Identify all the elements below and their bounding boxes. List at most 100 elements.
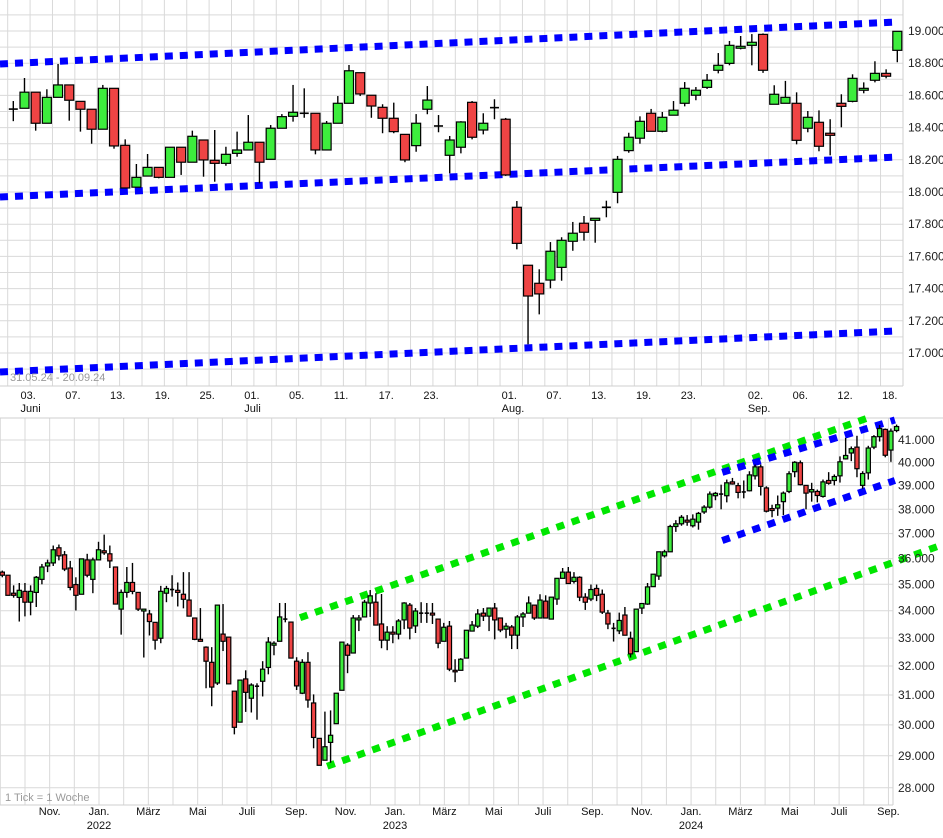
candle-body: [344, 644, 351, 656]
weekly-candle: [542, 595, 549, 619]
weekly-candle: [842, 437, 849, 460]
weekly-candle: [893, 424, 900, 433]
candle-body: [27, 590, 34, 603]
candle-body: [78, 558, 85, 595]
candle-body: [197, 638, 204, 642]
weekly-candle: [220, 604, 226, 652]
daily-candle: [813, 110, 825, 152]
candle-body: [582, 596, 588, 603]
daily-candle: [836, 94, 847, 128]
candle-body: [876, 427, 883, 438]
weekly-candle: [237, 679, 243, 723]
weekly-candle: [293, 657, 300, 690]
candle-body: [10, 592, 17, 596]
daily-candle: [657, 111, 668, 133]
weekly-candle: [209, 647, 215, 707]
weekly-candle: [746, 471, 753, 492]
weekly-candle: [650, 573, 656, 588]
weekly-candle: [769, 504, 775, 518]
candle-body: [209, 159, 220, 164]
weekly-candle: [616, 612, 622, 635]
weekly-candle: [469, 620, 475, 632]
weekly-candle: [84, 553, 90, 578]
weekly-candle: [463, 629, 470, 659]
candle-body: [466, 101, 478, 138]
candle-body: [497, 617, 504, 631]
daily-candle: [86, 108, 97, 144]
daily-candle: [434, 115, 444, 133]
x-axis-day-label: 18.: [882, 390, 897, 402]
weekly-candle: [503, 622, 509, 639]
x-axis-day-label: 01.: [244, 390, 259, 402]
y-axis-tick-label: 18.600: [908, 88, 943, 102]
daily-candle: [623, 132, 634, 153]
y-axis-tick-label: 39.000: [898, 479, 935, 493]
weekly-candle: [407, 602, 413, 640]
candle-body: [836, 102, 847, 107]
y-axis-tick-label: 17.800: [908, 217, 943, 231]
candle-body: [322, 746, 328, 761]
candle-body: [124, 581, 130, 594]
x-axis-month-label: Juli: [831, 806, 848, 818]
candle-body: [735, 485, 741, 494]
candle-body: [820, 481, 826, 498]
y-axis-tick-label: 18.400: [908, 121, 943, 135]
weekly-candle: [50, 545, 56, 566]
candle-body: [545, 250, 556, 281]
candle-body: [537, 599, 543, 619]
weekly-candle: [322, 711, 328, 761]
candle-body: [384, 631, 390, 641]
candle-body: [356, 617, 362, 621]
candle-body: [859, 472, 866, 486]
weekly-candle: [22, 582, 28, 617]
daily-candle: [757, 33, 769, 73]
candle-body: [888, 430, 894, 451]
candle-body: [478, 122, 489, 131]
weekly-candle: [248, 683, 255, 713]
y-axis-tick-label: 29.000: [898, 749, 935, 763]
candle-body: [176, 146, 187, 163]
candle-body: [33, 576, 39, 594]
candle-body: [503, 625, 509, 630]
weekly-candle: [163, 585, 170, 603]
weekly-candle: [175, 582, 181, 607]
weekly-candle: [435, 618, 441, 649]
weekly-candle: [554, 577, 560, 605]
y-axis-tick-label: 19.000: [908, 24, 943, 38]
candle-body: [797, 462, 804, 486]
candle-body: [153, 166, 164, 178]
candle-body: [729, 481, 736, 485]
trend-channel-line: [721, 416, 896, 476]
y-axis-tick-label: 18.000: [908, 185, 943, 199]
daily-candle: [769, 85, 780, 105]
candle-body: [808, 488, 815, 493]
candle-body: [164, 146, 176, 178]
candle-body: [724, 482, 730, 497]
weekly-candle: [548, 596, 555, 620]
daily-candle: [825, 119, 836, 156]
candle-body: [500, 118, 511, 176]
candle-body: [16, 589, 22, 599]
weekly-chart-panel: 28.000 29.000 30.000 31.000 32.000 33.000 34.0…: [0, 414, 943, 832]
weekly-candle: [639, 602, 645, 614]
weekly-candle: [118, 589, 124, 635]
daily-candle: [478, 113, 489, 135]
candle-body: [746, 41, 757, 46]
weekly-candle: [112, 566, 119, 605]
candle-body: [254, 141, 265, 163]
daily-candle: [869, 61, 881, 83]
x-axis-month-label: Mai: [485, 806, 503, 818]
candle-body: [90, 559, 96, 580]
candle-body: [650, 573, 656, 588]
candle-body: [881, 72, 892, 77]
y-axis-tick-label: 17.600: [908, 249, 943, 263]
daily-candle: [232, 131, 243, 157]
candle-body: [192, 617, 198, 640]
weekly-candle: [684, 515, 690, 526]
daily-candle: [713, 53, 724, 74]
candle-body: [390, 631, 396, 635]
candle-body: [780, 96, 791, 104]
candle-body: [444, 139, 455, 156]
weekly-candle: [16, 582, 22, 622]
candle-body: [746, 474, 753, 492]
